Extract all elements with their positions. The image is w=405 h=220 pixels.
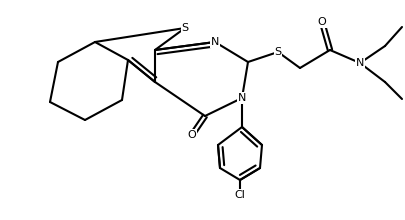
Text: O: O [317,17,326,27]
Text: N: N [237,93,245,103]
Text: N: N [210,37,219,47]
Text: O: O [187,130,196,140]
Text: S: S [274,47,281,57]
Text: S: S [181,23,188,33]
Text: Cl: Cl [234,190,245,200]
Text: N: N [355,58,363,68]
